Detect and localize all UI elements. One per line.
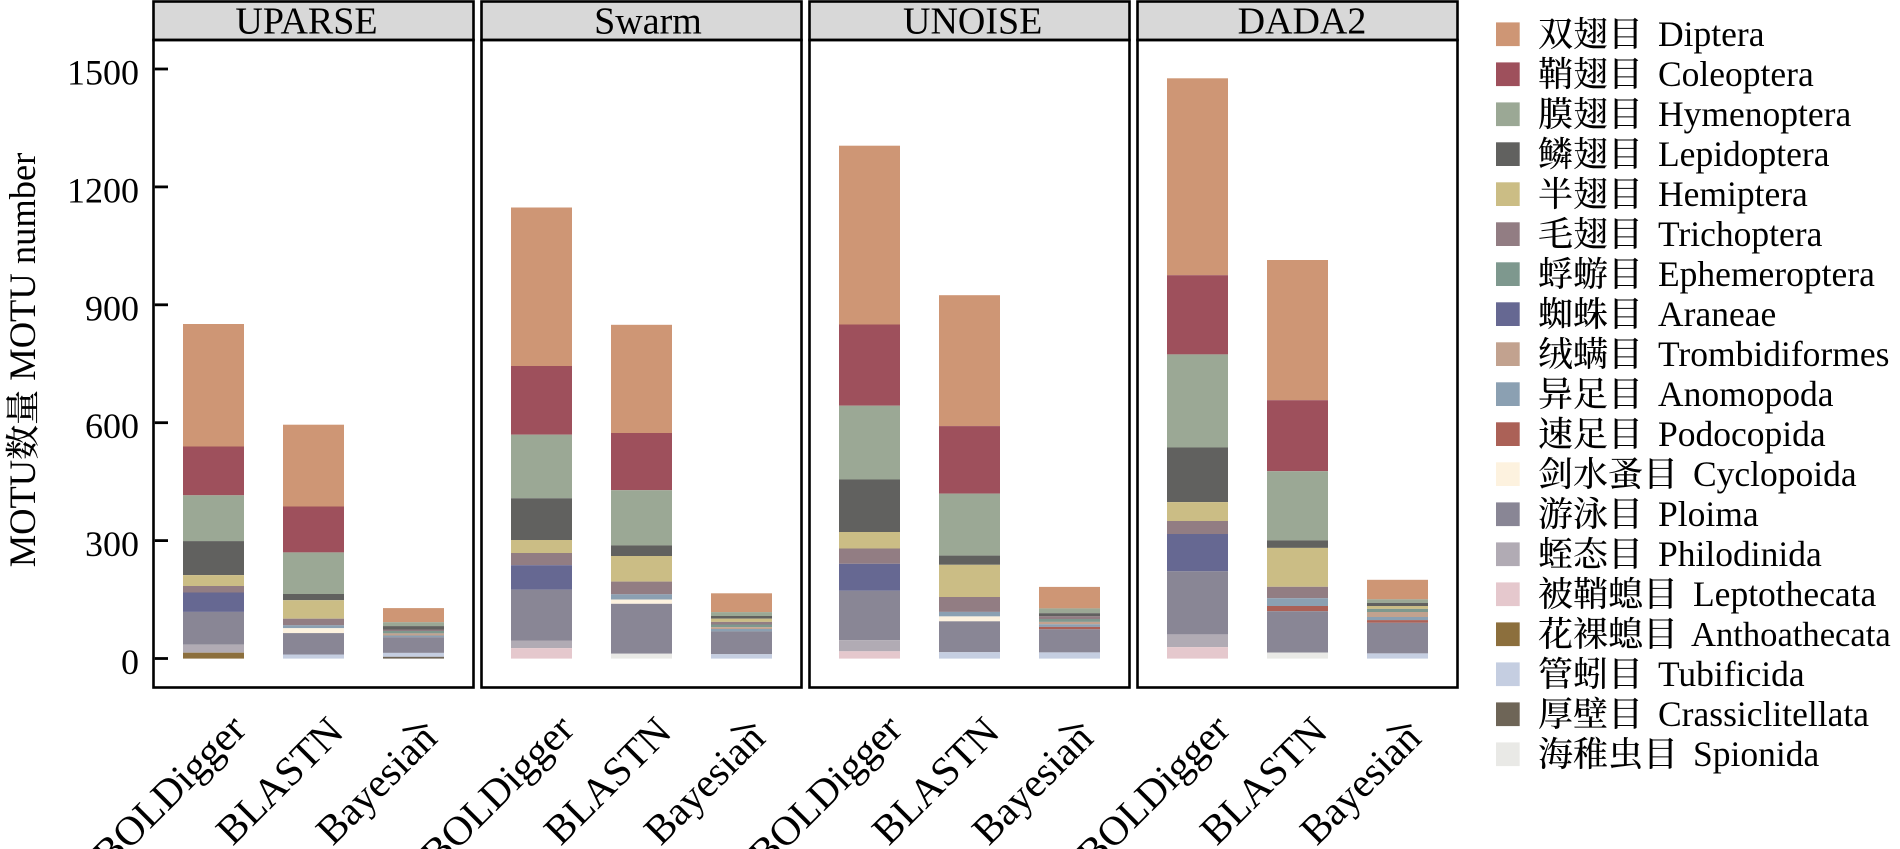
svg-text:600: 600 [85, 406, 139, 446]
svg-text:Lepidoptera: Lepidoptera [1658, 134, 1830, 174]
svg-text:Diptera: Diptera [1658, 14, 1765, 54]
svg-text:Hemiptera: Hemiptera [1658, 174, 1808, 214]
svg-text:1200: 1200 [67, 170, 139, 210]
svg-text:Anomopoda: Anomopoda [1658, 374, 1834, 414]
svg-text:Swarm: Swarm [594, 1, 702, 43]
svg-text:Spionida: Spionida [1693, 734, 1819, 774]
svg-text:Araneae: Araneae [1658, 294, 1776, 334]
svg-text:Tubificida: Tubificida [1658, 654, 1805, 694]
svg-text:Trombidiformes: Trombidiformes [1658, 334, 1889, 374]
svg-text:Hymenoptera: Hymenoptera [1658, 94, 1851, 134]
svg-text:300: 300 [85, 524, 139, 564]
svg-text:Leptothecata: Leptothecata [1693, 574, 1877, 614]
svg-text:MOTU: MOTU [2, 460, 43, 567]
svg-text:Anthoathecata: Anthoathecata [1691, 616, 1891, 654]
svg-text:1500: 1500 [67, 53, 139, 93]
svg-text:Ephemeroptera: Ephemeroptera [1658, 254, 1875, 294]
svg-text:Trichoptera: Trichoptera [1658, 214, 1823, 254]
svg-text:UPARSE: UPARSE [235, 1, 377, 43]
svg-text:Philodinida: Philodinida [1658, 534, 1822, 574]
svg-text:UNOISE: UNOISE [903, 1, 1042, 43]
svg-text:Ploima: Ploima [1658, 494, 1759, 534]
svg-text:MOTU number: MOTU number [2, 153, 43, 390]
svg-text:900: 900 [85, 288, 139, 328]
svg-text:Crassiclitellata: Crassiclitellata [1658, 694, 1869, 734]
svg-text:Podocopida: Podocopida [1658, 414, 1826, 454]
svg-text:Cyclopoida: Cyclopoida [1693, 454, 1857, 494]
svg-text:DADA2: DADA2 [1238, 1, 1367, 43]
svg-text:0: 0 [121, 642, 139, 682]
svg-text:Coleoptera: Coleoptera [1658, 54, 1814, 94]
